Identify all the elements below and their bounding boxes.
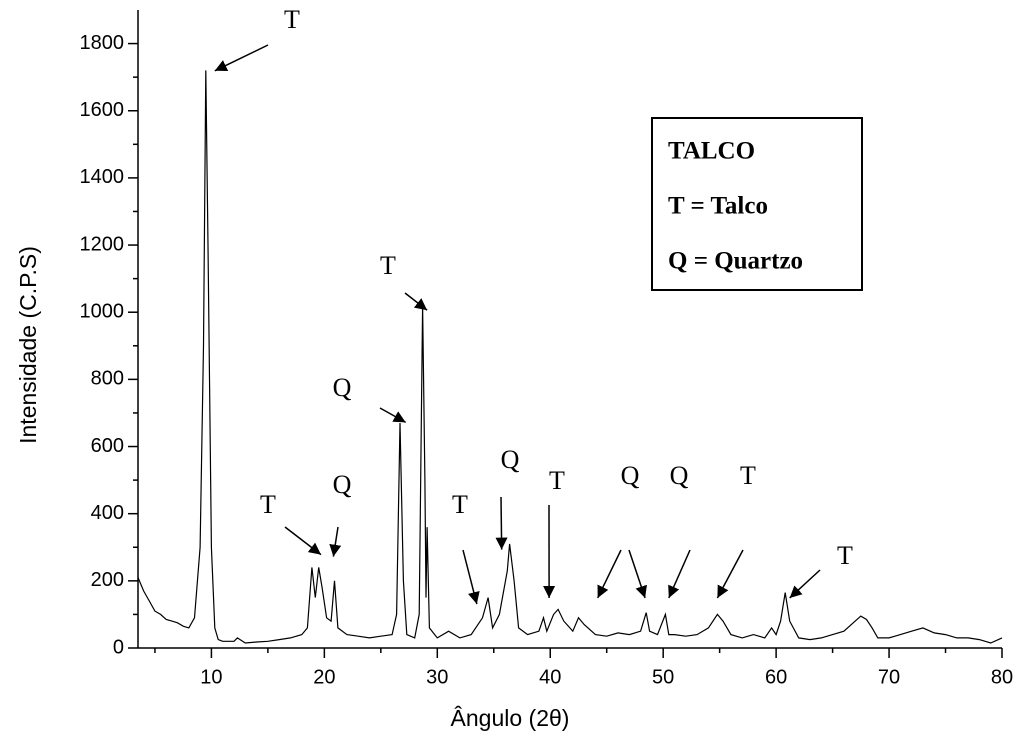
legend-text: TALCO: [668, 138, 755, 165]
annotation-arrow: [329, 526, 342, 557]
x-tick-label: 80: [991, 666, 1013, 688]
y-tick-label: 1000: [80, 300, 125, 322]
annotation-arrow: [284, 526, 322, 556]
annotation-arrow: [716, 549, 744, 599]
annotation-label: T: [740, 461, 756, 490]
annotation-arrow: [214, 44, 269, 72]
y-tick-label: 600: [91, 435, 124, 457]
annotation-label: Q: [621, 461, 640, 490]
legend-box: [651, 117, 863, 291]
annotation-label: Q: [333, 470, 352, 499]
y-tick-label: 1600: [80, 99, 125, 121]
x-tick-label: 50: [652, 666, 674, 688]
y-axis-label: Intensidade (C.P.S): [15, 246, 41, 444]
annotation-arrow: [789, 569, 821, 599]
annotation-arrow: [379, 407, 407, 424]
x-tick-label: 20: [313, 666, 335, 688]
y-tick-label: 1200: [80, 233, 125, 255]
x-tick-label: 30: [426, 666, 448, 688]
annotation-label: T: [260, 490, 276, 519]
annotation-label: Q: [333, 373, 352, 402]
annotation-label: T: [380, 251, 396, 280]
diffraction-line: [137, 70, 1003, 644]
y-tick-label: 400: [91, 502, 124, 524]
annotation-arrow: [628, 549, 647, 599]
y-tick-label: 1400: [80, 166, 125, 188]
legend-text: T = Talco: [668, 193, 768, 220]
y-tick-label: 1800: [80, 32, 125, 54]
annotation-label: Q: [670, 461, 689, 490]
annotation-label: T: [284, 5, 300, 34]
annotation-arrow: [462, 549, 480, 605]
y-tick-label: 800: [91, 368, 124, 390]
annotation-arrow: [404, 292, 428, 311]
legend-text: Q = Quartzo: [668, 248, 803, 275]
x-tick-label: 70: [878, 666, 900, 688]
annotation-label: T: [452, 490, 468, 519]
x-tick-label: 10: [200, 666, 222, 688]
annotation-arrow: [495, 496, 508, 550]
annotation-arrow: [668, 549, 691, 599]
annotation-label: T: [549, 466, 565, 495]
x-tick-label: 40: [539, 666, 561, 688]
y-tick-label: 0: [113, 636, 124, 658]
x-tick-label: 60: [765, 666, 787, 688]
annotation-label: T: [837, 541, 853, 570]
x-axis-label: Ângulo (2θ): [451, 705, 570, 731]
annotation-arrow: [596, 549, 622, 599]
y-tick-label: 200: [91, 569, 124, 591]
annotation-label: Q: [501, 445, 520, 474]
